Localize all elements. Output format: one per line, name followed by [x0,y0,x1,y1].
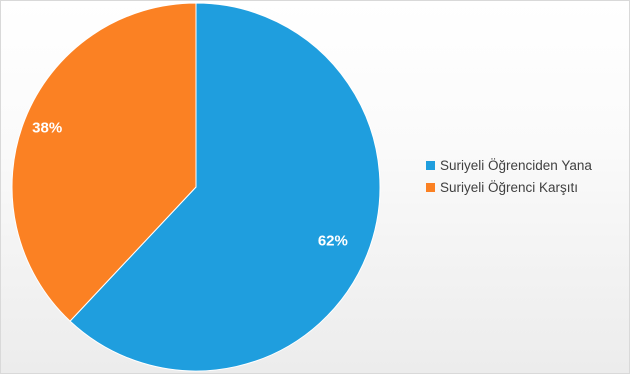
pie-slice-pro [69,2,381,372]
chart-legend: Suriyeli Öğrenciden Yana Suriyeli Öğrenc… [426,154,592,198]
data-label-contra: 38% [32,120,62,137]
pie-slice-contra [11,2,197,322]
legend-item-pro: Suriyeli Öğrenciden Yana [426,154,592,176]
data-label-pro: 62% [318,233,348,250]
legend-label-pro: Suriyeli Öğrenciden Yana [440,157,592,173]
legend-label-contra: Suriyeli Öğrenci Karşıtı [440,179,579,195]
legend-swatch-contra [426,182,435,192]
legend-swatch-pro [426,160,435,170]
legend-item-contra: Suriyeli Öğrenci Karşıtı [426,176,592,198]
